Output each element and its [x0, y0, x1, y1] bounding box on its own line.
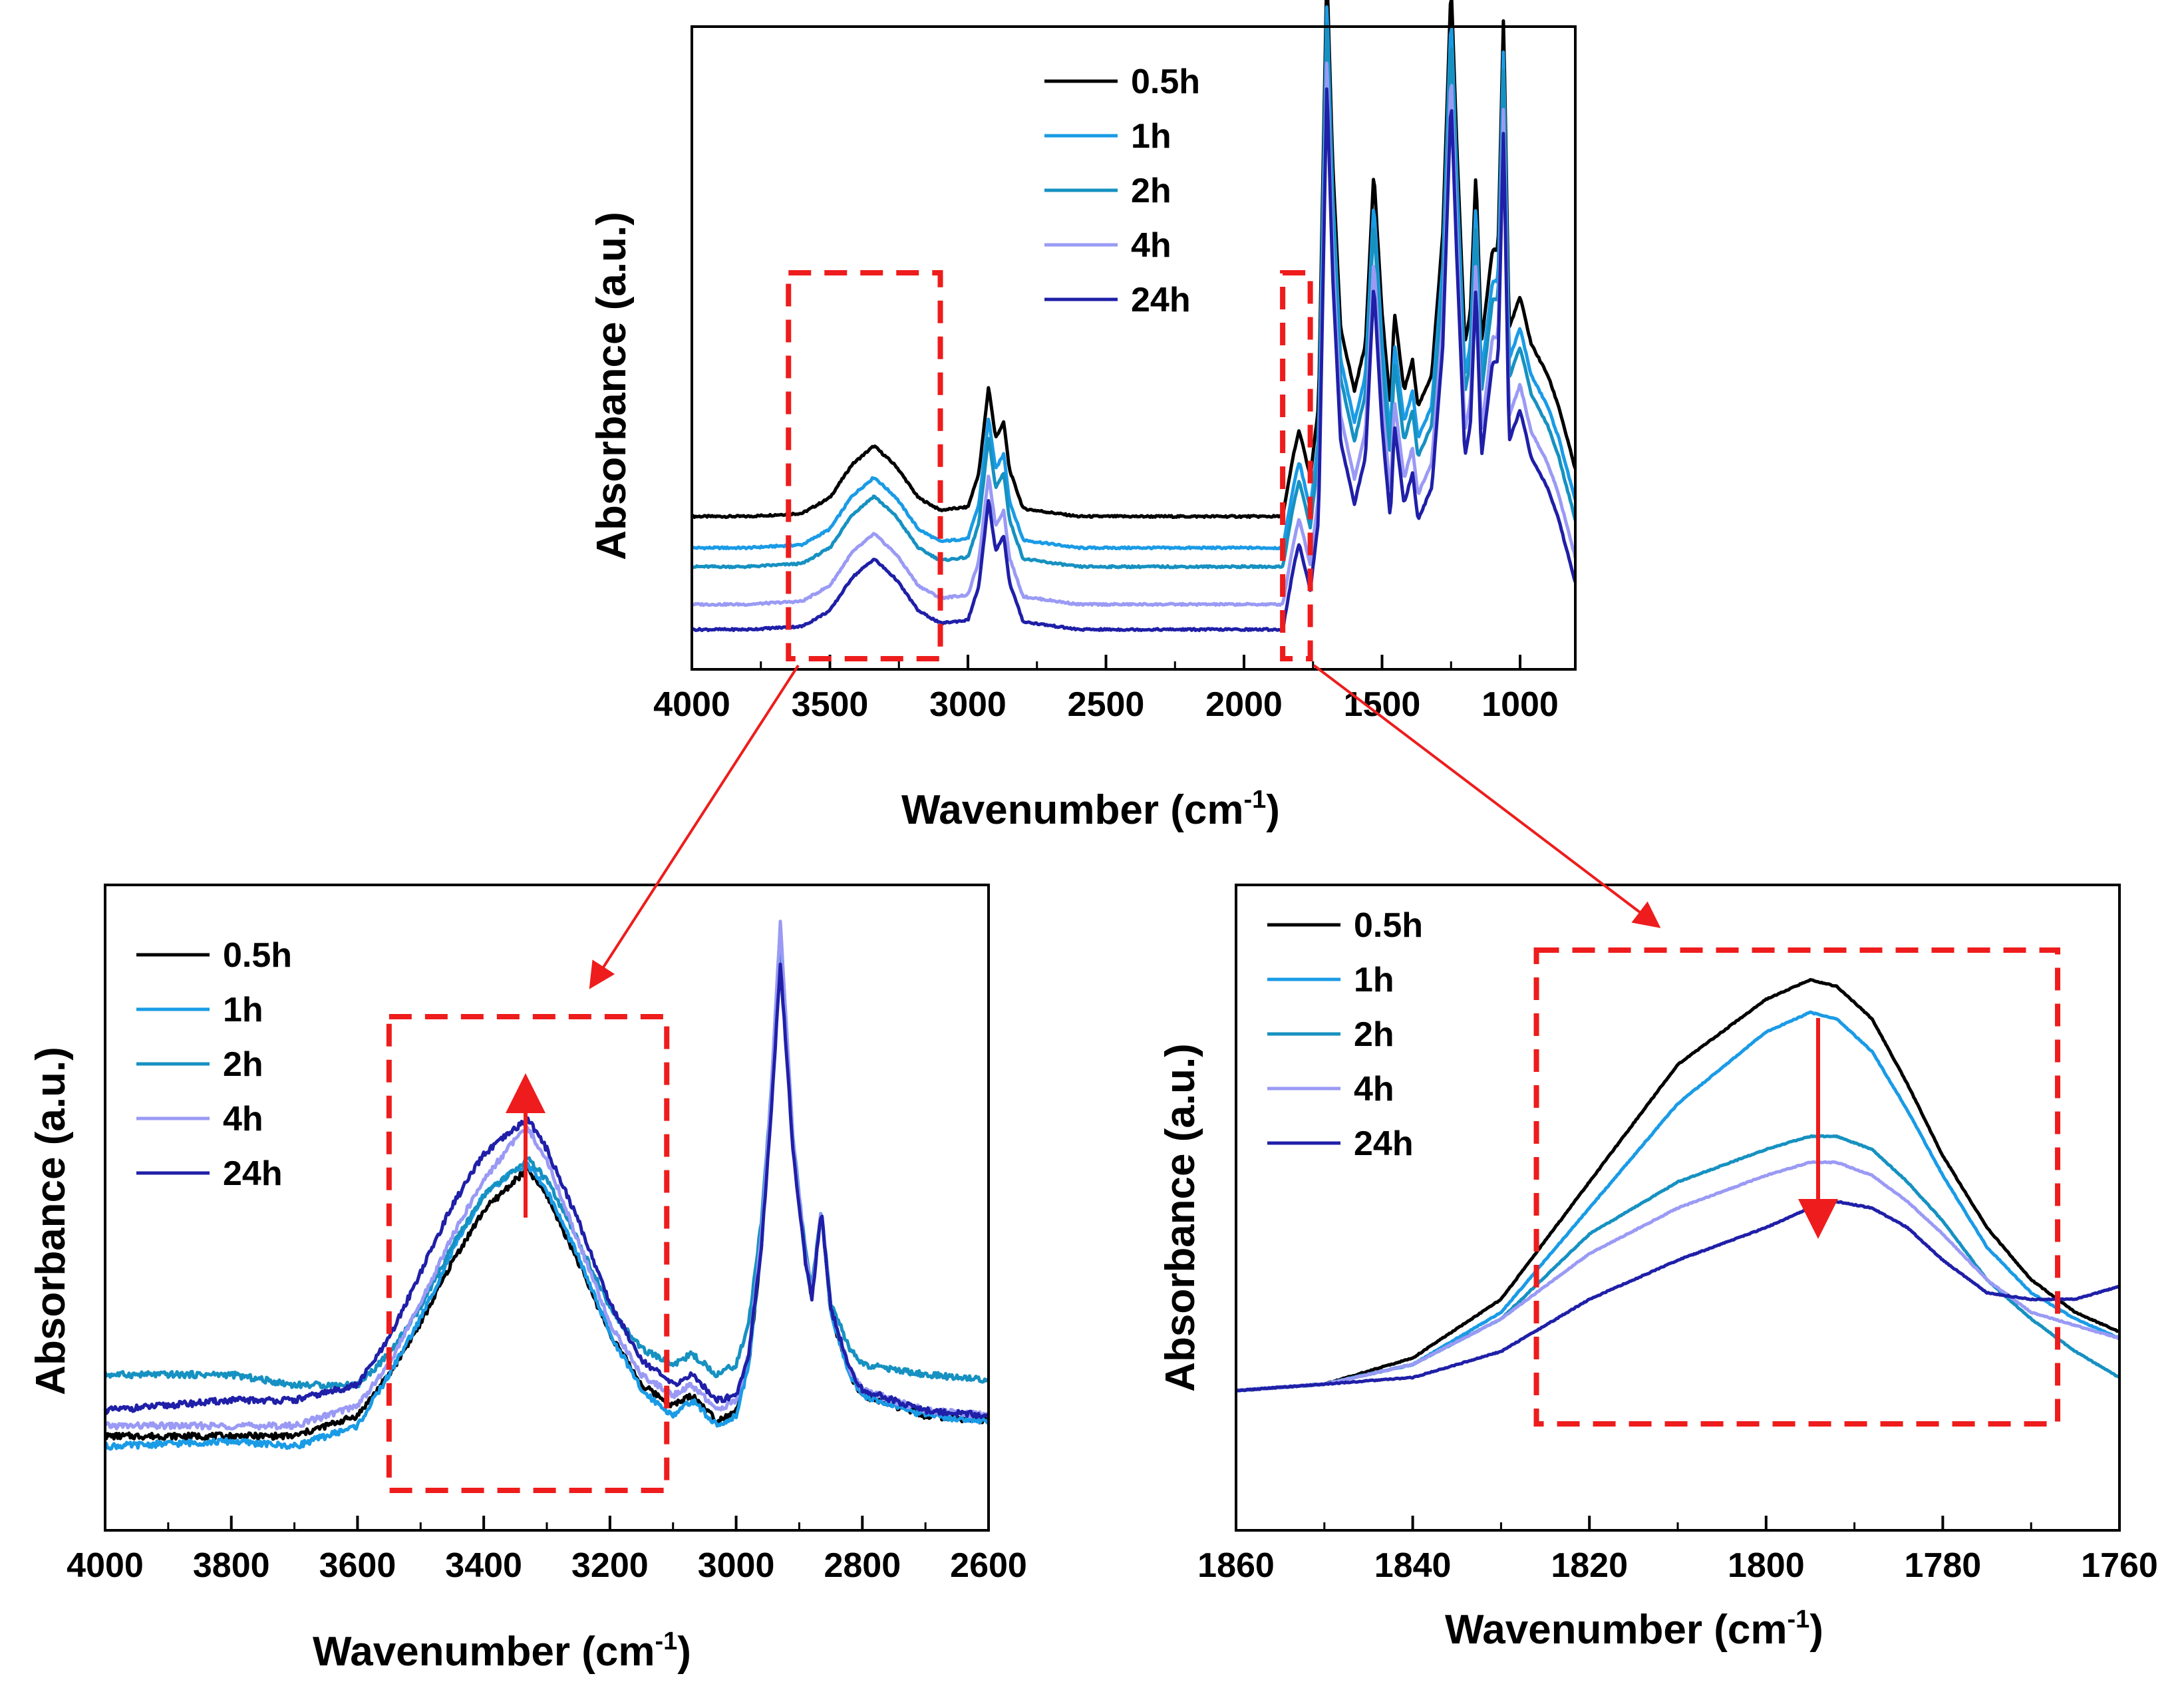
bottom-left-x-ticks: 4000 3800 3600 3400 3200 3000 2800 2600	[67, 1516, 1027, 1585]
br-series-2h	[1235, 1134, 2121, 1393]
br-tick-label: 1860	[1197, 1546, 1275, 1585]
top-highlight-box-0	[786, 270, 943, 661]
br-tick-label: 1780	[1905, 1546, 1982, 1585]
connector-arrow-left	[589, 664, 800, 989]
bottom-left-panel: 4000 3800 3600 3400 3200 3000 2800 2600 0.5h 1h 2…	[28, 884, 1027, 1675]
top-series-24h	[691, 87, 1577, 632]
legend-label-24h: 24h	[223, 1154, 283, 1193]
bottom-right-panel: 1860 1840 1820 1800 1780 1760 0.5h 1h 2h 4h 24h W…	[1158, 884, 2158, 1653]
bottom-right-series-group	[1235, 977, 2121, 1393]
top-legend: 0.5h 1h 2h 4h 24h	[1044, 63, 1200, 319]
bl-tick-label: 3600	[319, 1546, 396, 1585]
top-tick-label: 2000	[1205, 685, 1283, 724]
br-series-4h	[1235, 1160, 2120, 1393]
bottom-left-series-group	[103, 920, 991, 1451]
bl-tick-label: 4000	[67, 1546, 144, 1585]
top-panel: 4000 3500 3000 2500 2000 1500 1000 0.5h1h2h4h2…	[589, 0, 1577, 833]
bottom-right-legend: 0.5h 1h 2h 4h 24h	[1267, 906, 1423, 1163]
legend-label-1h: 1h	[223, 991, 263, 1029]
legend-label-0-5h: 0.5h	[1354, 906, 1423, 945]
bottom-right-x-ticks: 1860 1840 1820 1800 1780 1760	[1197, 1516, 2158, 1585]
top-tick-label: 1000	[1482, 685, 1559, 724]
bottom-right-x-axis-label: Wavenumber (cm-1)	[1445, 1606, 1823, 1653]
br-tick-label: 1800	[1728, 1546, 1805, 1585]
legend-label-2h: 2h	[1131, 172, 1171, 210]
bl-series-24h	[103, 962, 991, 1419]
bl-tick-label: 3000	[698, 1546, 775, 1585]
top-series-1h	[691, 5, 1577, 551]
legend-label-4h: 4h	[1131, 226, 1171, 265]
bottom-left-x-axis-label: Wavenumber (cm-1)	[313, 1627, 691, 1675]
legend-label-1h: 1h	[1131, 117, 1171, 156]
top-y-axis-label: Absorbance (a.u.)	[589, 212, 635, 560]
bl-tick-label: 3800	[193, 1546, 270, 1585]
br-series-24h	[1235, 1200, 2120, 1393]
top-tick-label: 3500	[792, 685, 869, 724]
br-tick-label: 1760	[2081, 1546, 2158, 1585]
legend-label-4h: 4h	[1354, 1070, 1394, 1108]
top-series-4h	[691, 61, 1577, 607]
legend-label-0-5h: 0.5h	[1131, 63, 1200, 101]
top-x-ticks: 4000 3500 3000 2500 2000 1500 1000	[653, 655, 1559, 724]
legend-label-2h: 2h	[1354, 1015, 1394, 1054]
legend-label-0-5h: 0.5h	[223, 936, 292, 975]
bl-series-2h	[103, 937, 990, 1390]
bottom-right-y-axis-label: Absorbance (a.u.)	[1158, 1043, 1203, 1392]
top-tick-label: 3000	[929, 685, 1007, 724]
top-tick-label: 2500	[1068, 685, 1145, 724]
bl-tick-label: 2600	[950, 1546, 1027, 1585]
legend-label-24h: 24h	[1131, 281, 1191, 319]
br-highlight-box-0	[1533, 947, 2061, 1427]
connector-arrow-right	[1313, 664, 1661, 928]
bottom-left-y-axis-label: Absorbance (a.u.)	[28, 1047, 74, 1395]
legend-label-1h: 1h	[1354, 961, 1394, 999]
bl-highlight-box-0	[386, 1014, 670, 1493]
top-x-axis-label: Wavenumber (cm-1)	[901, 786, 1280, 833]
top-tick-label: 4000	[653, 685, 730, 724]
bl-tick-label: 3400	[445, 1546, 522, 1585]
bottom-left-legend: 0.5h 1h 2h 4h 24h	[136, 936, 292, 1193]
top-series-0-5h	[690, 0, 1577, 520]
bottom-left-highlight-box	[386, 1014, 670, 1493]
legend-label-2h: 2h	[223, 1045, 263, 1084]
br-tick-label: 1820	[1551, 1546, 1628, 1585]
top-plot-frame	[691, 25, 1577, 671]
br-series-1h	[1235, 1010, 2121, 1393]
legend-label-24h: 24h	[1354, 1124, 1414, 1163]
br-series-0-5h	[1235, 977, 2121, 1393]
top-highlight-box-1	[1280, 270, 1313, 661]
legend-label-4h: 4h	[223, 1100, 263, 1138]
bl-tick-label: 3200	[571, 1546, 649, 1585]
top-highlight-boxes	[786, 270, 1313, 661]
bl-tick-label: 2800	[824, 1546, 901, 1585]
top-series-group	[690, 0, 1577, 632]
top-series-2h	[691, 23, 1577, 570]
br-tick-label: 1840	[1374, 1546, 1452, 1585]
bottom-right-highlight-box	[1533, 947, 2061, 1427]
